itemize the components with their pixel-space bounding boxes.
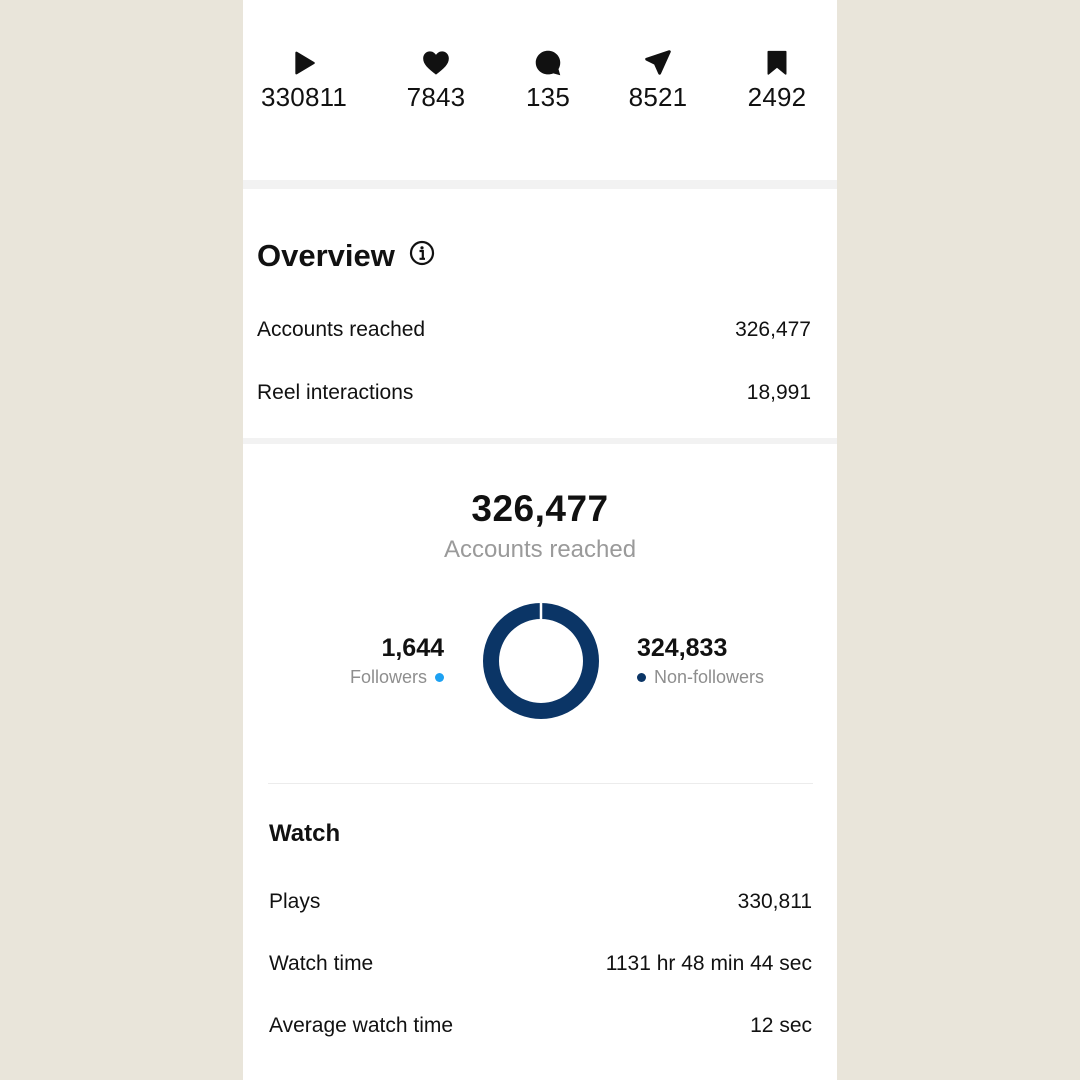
watch-time-row[interactable]: Watch time 1131 hr 48 min 44 sec xyxy=(269,952,812,976)
saves-stat[interactable]: 2492 xyxy=(717,46,837,113)
watch-heading: Watch xyxy=(269,820,341,847)
row-label: Average watch time xyxy=(269,1014,454,1037)
heart-icon xyxy=(376,46,496,80)
bookmark-icon xyxy=(717,46,837,80)
overview-heading: Overview xyxy=(257,238,435,274)
followers-legend-dot xyxy=(435,673,444,682)
non-followers-segment: 324,833 Non-followers xyxy=(637,634,764,688)
play-icon xyxy=(244,46,364,80)
likes-stat[interactable]: 7843 xyxy=(376,46,496,113)
section-separator xyxy=(268,783,813,784)
plays-stat[interactable]: 330811 xyxy=(244,46,364,113)
row-value: 1131 hr 48 min 44 sec xyxy=(605,952,812,975)
comments-count: 135 xyxy=(526,82,570,112)
shares-stat[interactable]: 8521 xyxy=(598,46,718,113)
row-value: 12 sec xyxy=(750,1014,812,1037)
row-label: Reel interactions xyxy=(257,381,414,404)
section-divider xyxy=(243,180,837,189)
reach-total: 326,477 xyxy=(471,488,609,529)
insights-panel: 330811 7843 135 8521 2492 xyxy=(243,0,837,1080)
saves-count: 2492 xyxy=(747,82,807,112)
engagement-stats: 330811 7843 135 8521 2492 xyxy=(243,0,837,180)
non-followers-arc xyxy=(483,603,599,719)
followers-segment: 1,644 Followers xyxy=(350,634,444,688)
row-value: 326,477 xyxy=(735,318,811,341)
row-value: 330,811 xyxy=(737,890,812,913)
info-icon[interactable] xyxy=(409,238,435,274)
likes-count: 7843 xyxy=(406,82,466,112)
accounts-reached-row[interactable]: Accounts reached 326,477 xyxy=(257,318,811,342)
reach-donut-chart xyxy=(483,602,599,719)
followers-label: Followers xyxy=(349,667,427,687)
non-followers-value: 324,833 xyxy=(637,634,728,662)
followers-value: 1,644 xyxy=(381,634,444,662)
row-value: 18,991 xyxy=(746,381,811,404)
reel-interactions-row[interactable]: Reel interactions 18,991 xyxy=(257,381,811,405)
shares-count: 8521 xyxy=(628,82,688,112)
row-label: Accounts reached xyxy=(257,318,426,341)
plays-row[interactable]: Plays 330,811 xyxy=(269,890,812,914)
comment-icon xyxy=(488,46,608,80)
reach-total-label: Accounts reached xyxy=(443,536,637,563)
plays-count: 330811 xyxy=(260,82,348,112)
average-watch-time-row[interactable]: Average watch time 12 sec xyxy=(269,1014,812,1038)
comments-stat[interactable]: 135 xyxy=(488,46,608,113)
non-followers-label: Non-followers xyxy=(654,667,765,687)
section-divider xyxy=(243,438,837,444)
row-label: Watch time xyxy=(269,952,374,975)
send-icon xyxy=(598,46,718,80)
row-label: Plays xyxy=(269,890,321,913)
overview-title: Overview xyxy=(257,238,395,273)
non-followers-legend-dot xyxy=(637,673,646,682)
